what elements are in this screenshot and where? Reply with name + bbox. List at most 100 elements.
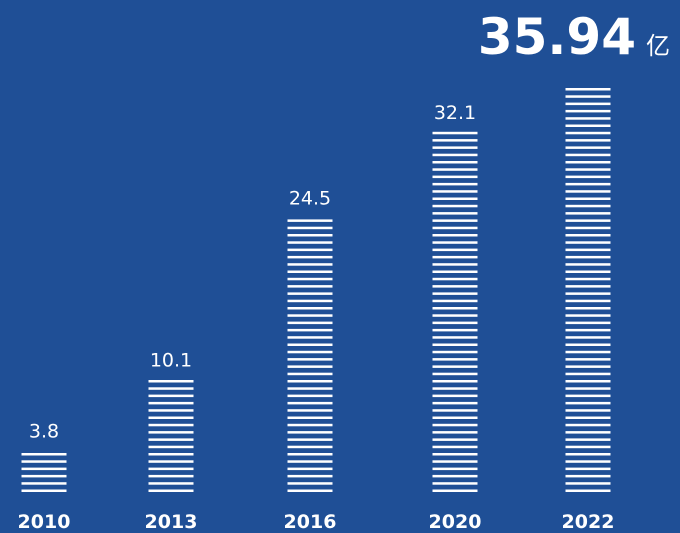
bar-stripe xyxy=(432,131,478,135)
bar-stripe xyxy=(565,489,611,492)
bar-stripe xyxy=(432,255,478,259)
bar-stripe xyxy=(565,175,611,179)
bar-stripe xyxy=(432,387,478,390)
bar-stripe xyxy=(432,380,478,383)
bar-stripe xyxy=(565,307,611,310)
bar-stripe xyxy=(432,416,478,419)
bars-layer xyxy=(21,88,611,492)
x-tick-label: 2013 xyxy=(145,511,198,533)
bar-stripe xyxy=(287,299,333,303)
bar-stripe xyxy=(148,474,194,478)
bar-stripe xyxy=(565,372,611,376)
bar-stripe xyxy=(565,131,611,135)
bar-stripe xyxy=(565,423,611,427)
bar-stripe xyxy=(148,467,194,471)
bar-stripe xyxy=(432,168,478,171)
bar-stripe xyxy=(432,299,478,303)
unit-label: 亿 xyxy=(646,32,670,60)
bar-stripe xyxy=(565,226,611,230)
bar-stripe xyxy=(148,416,194,419)
bar-stripe xyxy=(432,372,478,376)
bar-2020 xyxy=(432,131,478,492)
bar-stripe xyxy=(565,292,611,295)
bar-stripe xyxy=(287,394,333,398)
bar-stripe xyxy=(287,453,333,456)
bar-stripe xyxy=(565,285,611,288)
bar-stripe xyxy=(565,321,611,325)
bar-stripe xyxy=(148,394,194,398)
bar-stripe xyxy=(21,474,67,478)
bar-stripe xyxy=(148,423,194,427)
bar-stripe xyxy=(565,212,611,215)
bar-stripe xyxy=(287,343,333,346)
bar-stripe xyxy=(432,190,478,193)
bar-stripe xyxy=(565,328,611,332)
bar-stripe xyxy=(287,270,333,273)
bar-stripe xyxy=(287,365,333,368)
bar-stripe xyxy=(21,460,67,463)
bar-stripe xyxy=(565,358,611,361)
bar-stripe xyxy=(432,401,478,405)
bar-stripe xyxy=(148,460,194,463)
bar-stripe xyxy=(432,358,478,361)
bar-stripe xyxy=(565,263,611,266)
bar-stripe xyxy=(287,401,333,405)
bar-stripe xyxy=(565,146,611,149)
bar-stripe xyxy=(432,321,478,325)
x-tick-label: 2016 xyxy=(284,511,337,533)
bar-stripe xyxy=(287,241,333,244)
bar-stripe xyxy=(565,139,611,142)
bar-stripe xyxy=(565,438,611,441)
bar-stripe xyxy=(287,372,333,376)
bar-stripe xyxy=(21,489,67,492)
data-value-label: 32.1 xyxy=(434,102,476,124)
bar-stripe xyxy=(21,482,67,485)
x-tick-label: 2022 xyxy=(562,511,615,533)
bar-stripe xyxy=(565,380,611,383)
bar-stripe xyxy=(432,204,478,208)
bar-2022 xyxy=(565,88,611,492)
bar-stripe xyxy=(148,431,194,434)
bar-stripe xyxy=(21,453,67,456)
bar-stripe xyxy=(432,336,478,339)
bar-stripe xyxy=(432,431,478,434)
bar-stripe xyxy=(565,241,611,244)
bar-stripe xyxy=(287,277,333,281)
bar-stripe xyxy=(432,445,478,449)
bar-stripe xyxy=(287,219,333,222)
bar-stripe xyxy=(565,182,611,186)
bar-stripe xyxy=(432,467,478,471)
bar-stripe xyxy=(148,438,194,441)
bar-stripe xyxy=(432,175,478,179)
bar-stripe xyxy=(287,321,333,325)
bar-stripe xyxy=(432,161,478,164)
bar-stripe xyxy=(565,219,611,222)
bar-stripe xyxy=(432,153,478,157)
bar-stripe xyxy=(432,219,478,222)
bar-stripe xyxy=(287,248,333,252)
bar-stripe xyxy=(565,153,611,157)
bar-stripe xyxy=(432,292,478,295)
bar-stripe xyxy=(148,482,194,485)
bar-stripe xyxy=(432,139,478,142)
bar-2016 xyxy=(287,219,333,492)
bar-stripe xyxy=(287,336,333,339)
bar-stripe xyxy=(287,285,333,288)
bar-stripe xyxy=(432,409,478,412)
bar-stripe xyxy=(287,292,333,295)
bar-stripe xyxy=(432,365,478,368)
bar-stripe xyxy=(565,350,611,354)
bar-stripe xyxy=(432,270,478,273)
bar-stripe xyxy=(565,234,611,237)
bar-stripe xyxy=(432,212,478,215)
data-value-label: 10.1 xyxy=(150,349,192,371)
bar-stripe xyxy=(21,467,67,471)
bar-stripe xyxy=(432,241,478,244)
bar-stripe xyxy=(287,314,333,317)
bar-stripe xyxy=(432,226,478,230)
bar-stripe xyxy=(148,409,194,412)
bar-stripe xyxy=(148,489,194,492)
bar-stripe xyxy=(565,314,611,317)
bar-stripe xyxy=(432,474,478,478)
